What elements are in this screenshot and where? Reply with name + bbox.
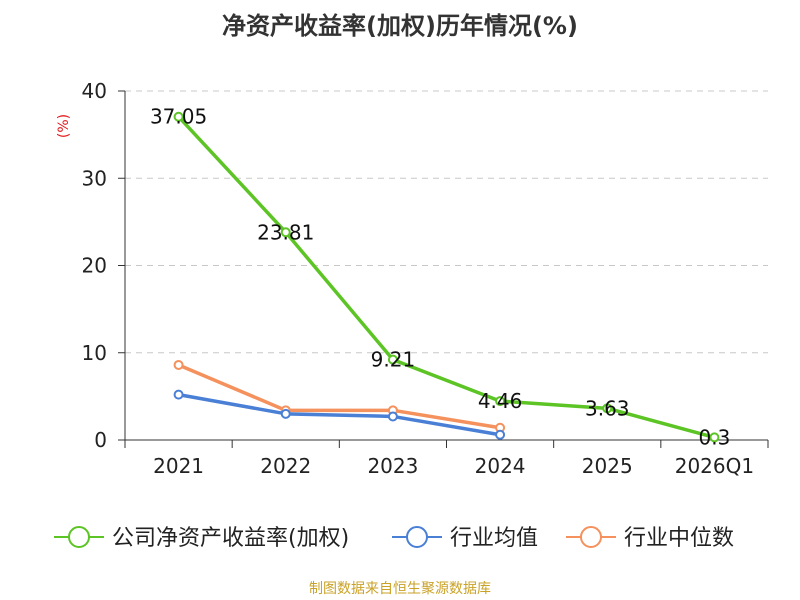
legend-label: 公司净资产收益率(加权) xyxy=(112,526,349,551)
x-tick-label: 2025 xyxy=(582,454,633,478)
legend-item: 公司净资产收益率(加权) xyxy=(54,526,349,551)
data-point xyxy=(495,429,506,440)
data-label: 9.21 xyxy=(371,348,416,372)
data-point xyxy=(280,227,291,238)
data-label: 37.05 xyxy=(150,105,207,129)
data-point xyxy=(173,389,184,400)
data-label: 3.63 xyxy=(585,396,630,420)
series-line xyxy=(178,392,501,437)
y-axis-unit-label: (%) xyxy=(56,114,72,138)
y-tick-label: 30 xyxy=(82,166,107,190)
data-point xyxy=(709,432,720,443)
y-tick-label: 40 xyxy=(82,79,107,103)
data-point xyxy=(280,408,291,419)
x-tick-label: 2022 xyxy=(260,454,311,478)
legend-swatch-marker xyxy=(68,526,90,548)
legend-label: 行业中位数 xyxy=(624,526,734,551)
legend-item: 行业中位数 xyxy=(566,526,734,551)
data-label: 4.46 xyxy=(478,389,523,413)
legend-swatch-marker xyxy=(580,526,602,548)
x-tick-label: 2023 xyxy=(367,454,418,478)
data-label: 0.3 xyxy=(699,425,731,449)
x-tick-label: 2024 xyxy=(475,454,526,478)
data-point xyxy=(387,411,398,422)
data-point xyxy=(602,403,613,414)
data-point xyxy=(173,359,184,370)
series-line xyxy=(177,363,501,430)
x-tick-label: 2021 xyxy=(153,454,204,478)
data-point xyxy=(173,111,184,122)
chart-title: 净资产收益率(加权)历年情况(%) xyxy=(222,12,578,40)
x-tick-label: 2026Q1 xyxy=(675,454,754,478)
data-point xyxy=(387,354,398,365)
source-note: 制图数据来自恒生聚源数据库 xyxy=(309,581,491,597)
legend-label: 行业均值 xyxy=(450,526,538,551)
y-tick-label: 0 xyxy=(94,428,107,452)
data-label: 23.81 xyxy=(257,220,314,244)
data-point xyxy=(495,396,506,407)
legend-item: 行业均值 xyxy=(392,526,538,551)
series-line xyxy=(177,115,715,440)
y-tick-label: 10 xyxy=(82,341,107,365)
legend-swatch-marker xyxy=(406,526,428,548)
y-tick-label: 20 xyxy=(82,254,107,278)
